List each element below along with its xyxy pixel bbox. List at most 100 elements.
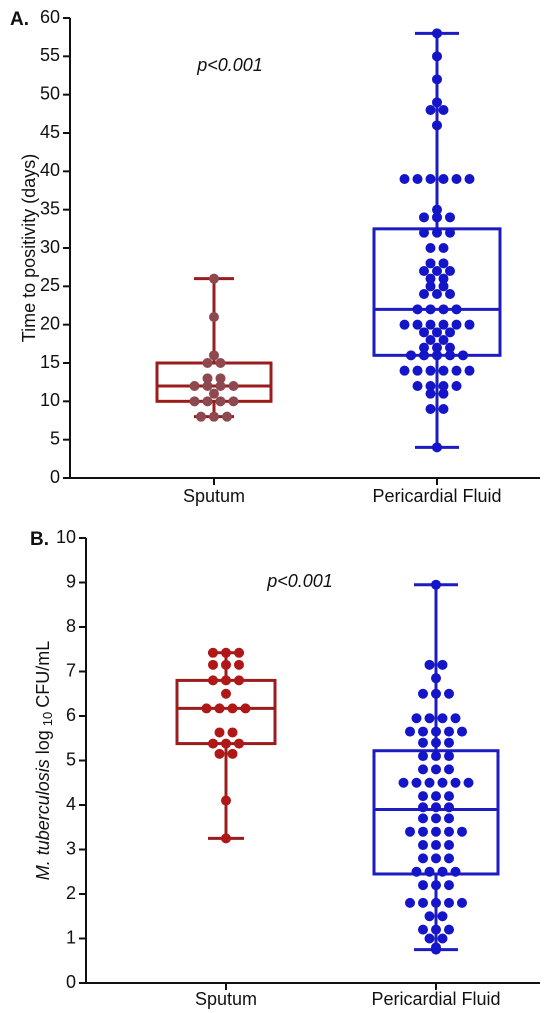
- data-point: [437, 659, 448, 670]
- data-point: [444, 791, 454, 802]
- data-point: [445, 266, 455, 276]
- data-point: [445, 342, 455, 353]
- data-point: [457, 897, 467, 908]
- y-tick-label: 10: [40, 390, 60, 410]
- data-point: [240, 703, 251, 714]
- data-point: [399, 319, 410, 330]
- data-point: [444, 880, 454, 891]
- data-point: [425, 273, 436, 284]
- y-tick-label: 55: [40, 45, 60, 65]
- data-point: [418, 737, 428, 748]
- data-point: [208, 675, 218, 686]
- data-point: [227, 727, 238, 738]
- data-point: [445, 227, 455, 238]
- data-point: [431, 813, 441, 824]
- data-point: [412, 319, 423, 330]
- data-point: [431, 880, 441, 891]
- data-point: [419, 212, 429, 223]
- data-point: [431, 853, 441, 864]
- data-point: [425, 281, 436, 292]
- data-point: [221, 675, 231, 686]
- data-point: [411, 866, 422, 877]
- data-point: [431, 897, 441, 908]
- y-tick-label: 7: [66, 660, 76, 680]
- x-tick-label: Pericardial Fluid: [372, 486, 501, 506]
- data-point: [445, 212, 455, 223]
- data-point: [444, 764, 454, 775]
- data-point: [437, 911, 448, 922]
- y-label-unit: CFU/mL: [33, 641, 53, 708]
- data-point: [424, 777, 435, 788]
- y-tick-label: 3: [66, 838, 76, 858]
- data-point: [425, 174, 436, 184]
- data-point: [438, 388, 449, 399]
- y-tick-label: 5: [66, 749, 76, 769]
- data-point: [450, 777, 461, 788]
- data-point: [234, 647, 244, 658]
- data-point: [425, 258, 436, 269]
- data-point: [425, 365, 436, 376]
- data-point: [444, 726, 454, 737]
- y-tick-label: 35: [40, 198, 60, 218]
- data-point: [425, 388, 436, 399]
- y-tick-label: 45: [40, 122, 60, 142]
- data-point: [451, 319, 462, 330]
- data-point: [234, 675, 244, 686]
- data-point: [445, 350, 455, 361]
- y-label-sub: 10: [40, 712, 55, 726]
- y-tick-label: 5: [50, 428, 60, 448]
- data-point: [221, 833, 231, 844]
- data-point: [438, 273, 449, 284]
- data-point: [418, 840, 428, 851]
- data-point: [412, 304, 423, 315]
- data-point: [214, 727, 225, 738]
- data-point: [425, 319, 436, 330]
- data-point: [438, 304, 449, 315]
- data-point: [418, 880, 428, 891]
- x-tick-label: Sputum: [195, 989, 257, 1009]
- data-point: [221, 738, 231, 749]
- data-point: [418, 791, 428, 802]
- data-point: [228, 396, 239, 407]
- data-point: [444, 688, 454, 699]
- x-tick-label: Pericardial Fluid: [371, 989, 500, 1009]
- y-label-text: log: [33, 730, 53, 754]
- y-tick-label: 15: [40, 352, 60, 372]
- data-point: [438, 404, 449, 414]
- data-point: [202, 358, 213, 368]
- data-point: [227, 703, 238, 714]
- data-point: [406, 350, 416, 361]
- data-point: [215, 381, 226, 391]
- y-tick-label: 10: [56, 527, 76, 547]
- data-point: [432, 266, 442, 276]
- data-point: [222, 411, 232, 422]
- x-tick-label: Sputum: [183, 486, 245, 506]
- data-point: [221, 688, 231, 699]
- y-tick-label: 40: [40, 160, 60, 180]
- data-point: [424, 713, 435, 724]
- y-tick-label: 60: [40, 7, 60, 27]
- data-point: [431, 840, 441, 851]
- data-point: [418, 826, 428, 837]
- data-point: [444, 802, 454, 813]
- data-point: [201, 703, 212, 714]
- data-point: [431, 737, 441, 748]
- data-point: [444, 897, 454, 908]
- data-point: [438, 319, 449, 330]
- data-point: [431, 751, 441, 762]
- annotation: p<0.001: [266, 571, 333, 591]
- data-point: [432, 74, 442, 85]
- y-tick-label: 30: [40, 237, 60, 257]
- y-tick-label: 20: [40, 313, 60, 333]
- data-point: [196, 411, 206, 422]
- data-point: [221, 659, 231, 670]
- data-point: [202, 381, 213, 391]
- data-point: [424, 911, 435, 922]
- data-point: [457, 826, 467, 837]
- data-point: [419, 266, 429, 276]
- data-point: [227, 748, 238, 759]
- data-point: [431, 924, 441, 935]
- data-point: [419, 289, 429, 299]
- y-tick-label: 4: [66, 794, 76, 814]
